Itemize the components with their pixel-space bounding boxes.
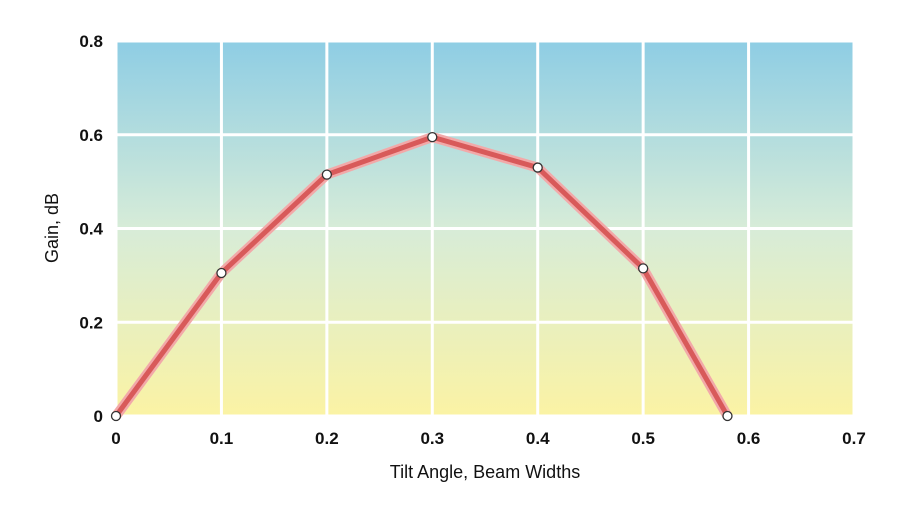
y-tick-label: 0.4 bbox=[79, 220, 103, 239]
data-point bbox=[216, 267, 227, 279]
y-tick-label: 0.8 bbox=[79, 32, 103, 51]
data-point bbox=[532, 162, 543, 173]
data-point bbox=[110, 410, 122, 422]
x-tick-label: 0.7 bbox=[842, 429, 866, 448]
data-point bbox=[637, 263, 649, 274]
x-axis-ticks: 0 0.1 0.2 0.3 0.4 0.5 0.6 0.7 bbox=[111, 429, 866, 448]
grid-lines bbox=[114, 39, 856, 418]
x-axis-title: Tilt Angle, Beam Widths bbox=[390, 462, 580, 482]
y-tick-label: 0 bbox=[94, 407, 103, 426]
data-point bbox=[321, 169, 333, 180]
x-tick-label: 0.2 bbox=[315, 429, 339, 448]
x-tick-label: 0.6 bbox=[737, 429, 761, 448]
y-axis-ticks: 0 0.2 0.4 0.6 0.8 bbox=[79, 32, 103, 426]
x-tick-label: 0.3 bbox=[420, 429, 444, 448]
data-point bbox=[427, 131, 438, 143]
y-tick-label: 0.6 bbox=[79, 126, 103, 145]
x-tick-label: 0.1 bbox=[210, 429, 234, 448]
x-tick-label: 0.4 bbox=[526, 429, 550, 448]
y-tick-label: 0.2 bbox=[79, 313, 103, 332]
data-point bbox=[722, 410, 733, 422]
x-tick-label: 0 bbox=[111, 429, 120, 448]
x-tick-label: 0.5 bbox=[631, 429, 655, 448]
series-layer bbox=[110, 131, 733, 422]
y-axis-title: Gain, dB bbox=[42, 193, 62, 263]
